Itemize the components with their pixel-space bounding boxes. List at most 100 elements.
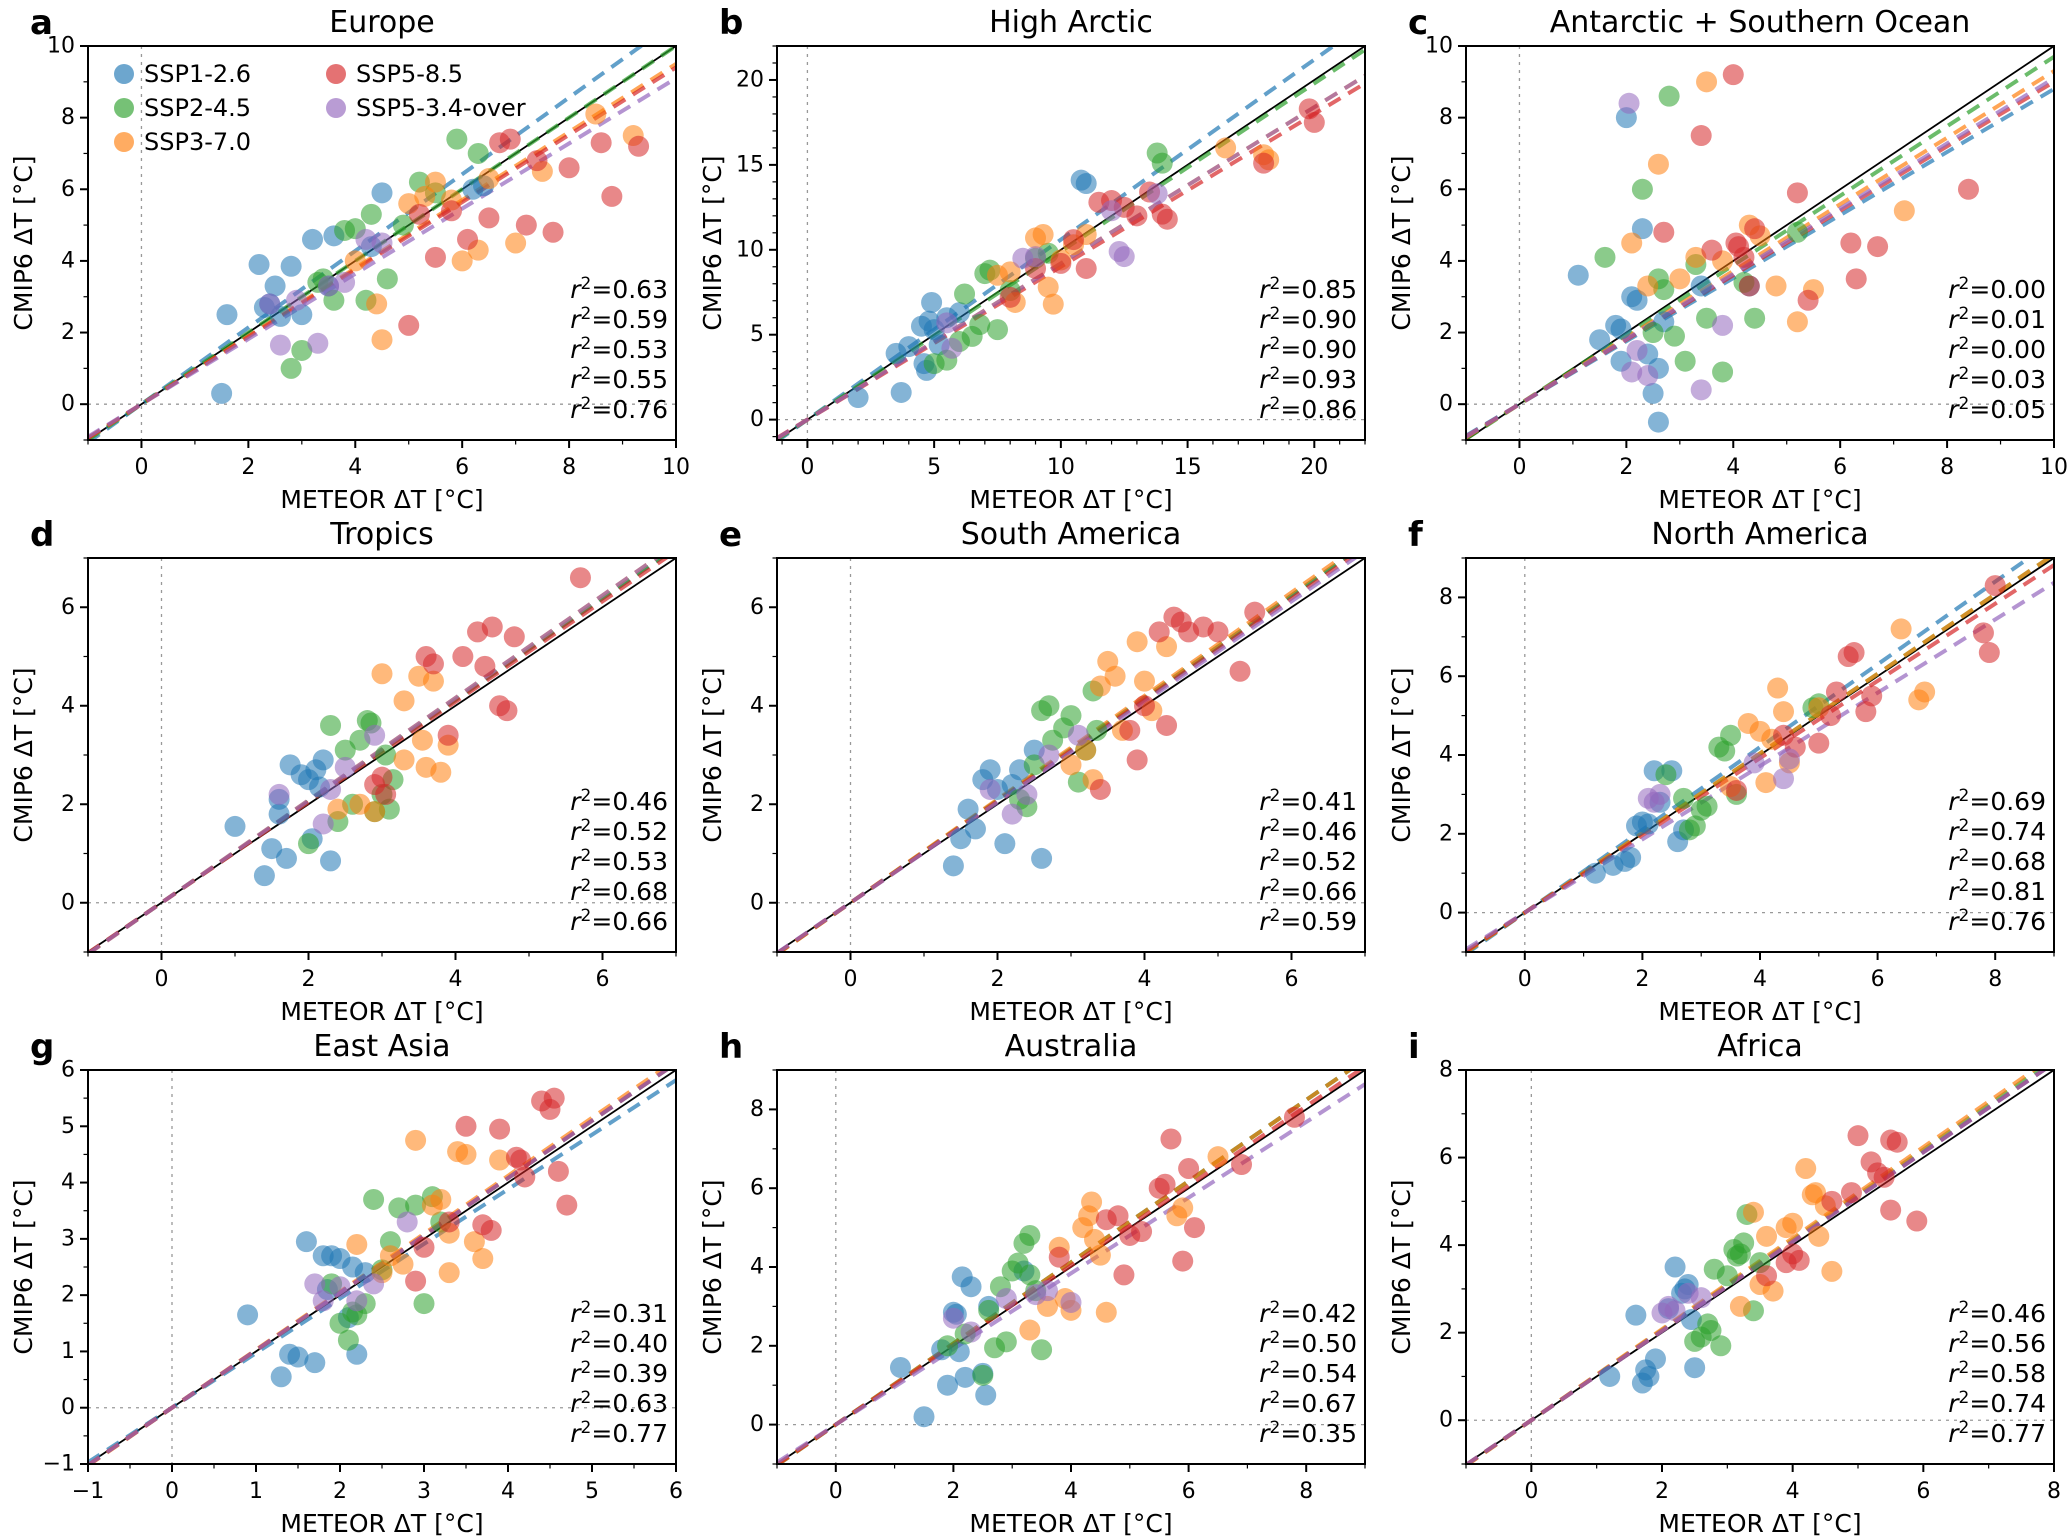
scatter-point-SSP3-7.0 [1037, 276, 1059, 298]
r2-label-SSP2-4.5: r2=0.01 [1948, 304, 2046, 334]
r2-label-SSP2-4.5: r2=0.90 [1259, 304, 1357, 334]
y-tick-label: 8 [61, 105, 75, 130]
r2-label-SSP5-8.5: r2=0.67 [1259, 1388, 1357, 1418]
scatter-point-SSP5-8.5 [1131, 1221, 1153, 1243]
x-tick-label: 6 [596, 967, 610, 992]
scatter-point-SSP2-4.5 [1716, 1265, 1738, 1287]
scatter-point-SSP2-4.5 [1019, 1224, 1041, 1246]
scatter-point-SSP5-8.5 [1134, 695, 1155, 717]
scatter-point-SSP5-8.5 [440, 200, 462, 222]
scatter-point-SSP2-4.5 [405, 1194, 427, 1216]
scatter-point-SSP3-7.0 [1893, 200, 1915, 222]
panel-title: South America [961, 517, 1181, 552]
x-tick-label: 6 [669, 1479, 683, 1504]
scatter-point-SSP3-7.0 [1742, 1201, 1764, 1223]
y-axis-label: CMIP6 ΔT [°C] [1387, 667, 1416, 842]
axis-spine [776, 45, 1366, 441]
y-tick-label: 5 [750, 322, 764, 347]
x-tick-label: 2 [302, 967, 316, 992]
scatter-point-SSP1-2.6 [275, 847, 297, 869]
panel-g-chart: −1−1 0 0 1 1 2 2 3 3 4 4 5 5 6 6 METEOR ΔT [°C] CMIP6 ΔT… [0, 1024, 689, 1536]
scatter-point-SSP5-8.5 [438, 1211, 460, 1233]
panel-background [1378, 512, 2067, 1024]
scatter-point-SSP5-8.5 [514, 1166, 536, 1188]
x-tick-label: 6 [1916, 1479, 1930, 1504]
scatter-point-SSP1-2.6 [942, 855, 964, 877]
scatter-point-SSP3-7.0 [438, 1262, 460, 1284]
scatter-point-SSP5-8.5 [1089, 778, 1111, 800]
scatter-point-SSP3-7.0 [1019, 1319, 1041, 1341]
x-tick-label: 2 [1619, 455, 1633, 480]
fit-line-SSP5-3.4-over [777, 1082, 1365, 1464]
y-axis-label: CMIP6 ΔT [°C] [9, 155, 38, 330]
scatter-point-SSP5-8.5 [1808, 732, 1830, 754]
y-tick-label: 20 [736, 67, 764, 92]
r2-label-SSP2-4.5: r2=0.50 [1259, 1328, 1357, 1358]
x-tick-label: 0 [800, 455, 814, 480]
y-tick-label: 0 [61, 392, 75, 417]
x-tick-label: 6 [1182, 1479, 1196, 1504]
scatter-point-SSP1-2.6 [960, 1276, 982, 1298]
scatter-point-SSP3-7.0 [1637, 275, 1659, 297]
y-tick-label: 2 [1439, 1320, 1453, 1345]
x-tick-label: 6 [455, 455, 469, 480]
scatter-point-SSP3-7.0 [1215, 137, 1237, 159]
scatter-point-SSP3-7.0 [1042, 293, 1064, 315]
scatter-point-SSP1-2.6 [975, 1384, 997, 1406]
scatter-point-SSP5-3.4-over [1649, 783, 1671, 805]
scatter-point-SSP3-7.0 [366, 293, 388, 315]
x-tick-label: 4 [1064, 1479, 1078, 1504]
scatter-point-SSP5-3.4-over [1060, 1291, 1082, 1313]
r2-label-SSP3-7.0: r2=0.54 [1259, 1358, 1357, 1388]
scatter-point-SSP5-8.5 [398, 314, 420, 336]
x-tick-label: 10 [1047, 455, 1075, 480]
scatter-point-SSP3-7.0 [405, 1129, 427, 1151]
y-tick-label: 1 [61, 1339, 75, 1364]
panel-title: High Arctic [989, 5, 1153, 40]
scatter-point-SSP2-4.5 [1720, 724, 1742, 746]
x-tick-label: 8 [1988, 967, 2002, 992]
scatter-point-SSP1-2.6 [954, 1366, 976, 1388]
scatter-point-SSP1-2.6 [1625, 1304, 1647, 1326]
scatter-point-SSP5-8.5 [1797, 289, 1819, 311]
x-axis-label: METEOR ΔT [°C] [1658, 1509, 1861, 1536]
scatter-point-SSP5-8.5 [1156, 714, 1178, 736]
axis-spine [87, 45, 677, 441]
y-tick-label: 6 [1439, 1145, 1453, 1170]
scatter-point-SSP5-8.5 [375, 783, 397, 805]
scatter-point-SSP5-8.5 [1119, 719, 1141, 741]
r2-label-SSP5-3.4-over: r2=0.86 [1259, 394, 1357, 424]
r2-label-SSP5-8.5: r2=0.74 [1948, 1388, 2046, 1418]
scatter-point-SSP2-4.5 [1714, 740, 1736, 762]
scatter-point-SSP1-2.6 [1031, 847, 1053, 869]
scatter-point-SSP5-8.5 [1845, 268, 1867, 290]
scatter-point-SSP5-8.5 [558, 157, 580, 179]
panel-title: North America [1651, 517, 1868, 552]
scatter-point-SSP5-8.5 [1229, 660, 1251, 682]
panel-i-chart: 0 0 2 2 4 4 6 6 8 8 METEOR ΔT [°C] CMIP6 ΔT [°C] Afr… [1378, 1024, 2067, 1536]
scatter-point-SSP5-8.5 [1840, 232, 1862, 254]
scatter-point-SSP1-2.6 [1567, 264, 1589, 286]
scatter-point-SSP3-7.0 [1647, 153, 1669, 175]
r2-label-SSP5-3.4-over: r2=0.76 [1948, 906, 2046, 936]
scatter-point-SSP3-7.0 [1089, 675, 1111, 697]
scatter-point-SSP5-3.4-over [307, 332, 329, 354]
panel-b-chart: 0 0 5 5 10 10 15 15 20 20 METEOR ΔT [°C] CMIP6 ΔT [… [689, 0, 1378, 512]
x-tick-label: −1 [72, 1479, 104, 1504]
scatter-point-SSP5-8.5 [1821, 1190, 1843, 1212]
r2-label-SSP3-7.0: r2=0.90 [1259, 334, 1357, 364]
scatter-point-SSP5-3.4-over [1146, 183, 1168, 205]
scatter-point-SSP5-8.5 [1253, 152, 1275, 174]
scatter-point-SSP5-8.5 [408, 203, 430, 225]
scatter-point-SSP5-8.5 [542, 221, 564, 243]
scatter-point-SSP2-4.5 [413, 1293, 435, 1315]
legend-label-SSP2-4.5: SSP2-4.5 [144, 94, 251, 122]
axis-spine [1465, 45, 2055, 441]
scatter-point-SSP2-4.5 [1023, 754, 1045, 776]
scatter-point-SSP1-2.6 [253, 865, 275, 887]
scatter-point-SSP3-7.0 [999, 261, 1021, 283]
legend: SSP1-2.6 SSP2-4.5 SSP3-7.0 SSP5-8.5 SSP5-3.4… [114, 60, 526, 156]
y-tick-label: 2 [750, 1333, 764, 1358]
scatter-point-SSP1-2.6 [302, 228, 324, 250]
scatter-point-SSP1-2.6 [1589, 329, 1611, 351]
